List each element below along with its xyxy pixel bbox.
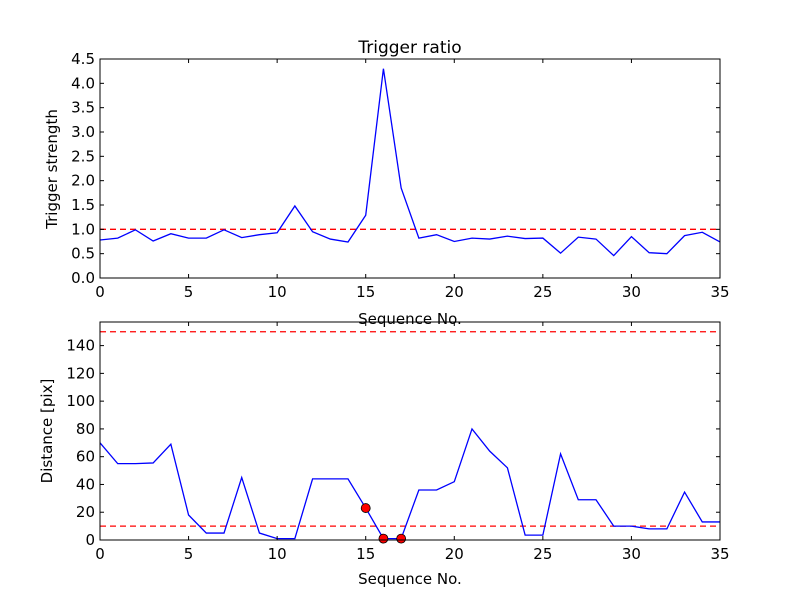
x-tick-label: 25 [533,283,552,301]
series-line-distance [99,427,720,540]
y-tick-label: 140 [66,337,95,355]
y-tick-label: 1.5 [71,196,95,214]
series-line-trigger [99,68,721,257]
x-tick-label: 30 [622,545,641,563]
x-tick-label: 30 [622,283,641,301]
y-tick-label: 0 [85,531,95,549]
x-tick-label: 5 [184,283,194,301]
y-tick-label: 1.0 [71,220,95,238]
axes-frame [99,58,721,279]
x-tick-label: 0 [95,283,105,301]
y-tick-label: 120 [66,364,95,382]
top-axes: 0 5 10 15 20 25 30 35 0.0 0.5 1.0 1.5 2.0 2.5 3.0 3.5 4.… [71,50,729,301]
y-tick-label: 2.5 [71,147,95,165]
y-tick-label: 80 [76,420,95,438]
top-chart-title: Trigger ratio [357,38,461,58]
bottom-y-label: Distance [pix] [38,379,56,484]
y-tick-label: 4.0 [71,74,95,92]
y-tick-label: 20 [76,503,95,521]
x-tick-label: 15 [356,283,375,301]
x-tick-label: 20 [445,545,464,563]
y-tick-label: 40 [76,475,95,493]
bottom-x-label: Sequence No. [358,570,462,588]
x-tick-label: 0 [95,545,105,563]
top-x-label: Sequence No. [358,310,462,328]
y-tick-label: 3.0 [71,123,95,141]
x-tick-label: 20 [445,283,464,301]
top-y-label: Trigger strength [43,109,61,230]
y-tick-label: 3.5 [71,99,95,117]
y-tick-label: 0.0 [71,269,95,287]
x-tick-label: 35 [710,283,729,301]
y-tick-label: 2.0 [71,172,95,190]
x-tick-label: 35 [710,545,729,563]
y-tick-label: 4.5 [71,50,95,68]
marker-point [396,533,407,544]
x-tick-label: 25 [533,545,552,563]
y-tick-label: 0.5 [71,245,95,263]
x-tick-label: 15 [356,545,375,563]
y-tick-label: 100 [66,392,95,410]
y-tick-label: 60 [76,448,95,466]
x-tick-label: 10 [268,545,287,563]
bottom-axes: 0 5 10 15 20 25 30 35 0 20 40 60 80 100 120 140 [66,321,730,563]
marker-point [378,533,389,544]
axes-frame [99,321,721,541]
marker-point [360,503,371,513]
x-tick-label: 10 [268,283,287,301]
x-tick-label: 5 [184,545,194,563]
